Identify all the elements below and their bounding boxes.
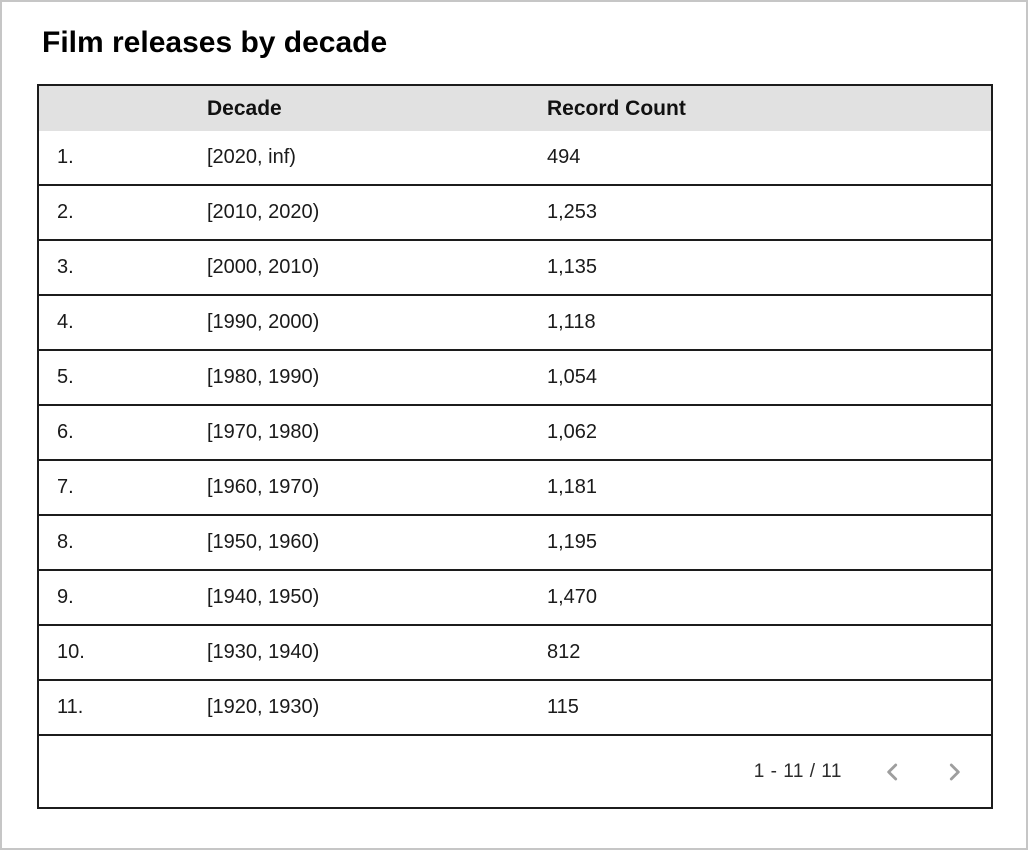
decade-cell: [1930, 1940) xyxy=(207,641,320,663)
row-index: 9. xyxy=(57,586,74,608)
pagination-range: 1 - 11 / 11 xyxy=(753,760,842,782)
next-page-button[interactable] xyxy=(940,758,968,786)
count-cell: 1,195 xyxy=(547,531,598,553)
count-cell: 1,135 xyxy=(547,256,598,278)
table-row: 5. [1980, 1990) 1,054 xyxy=(39,351,991,406)
row-index: 10. xyxy=(57,641,85,663)
chart-title: Film releases by decade xyxy=(42,26,388,59)
count-cell: 1,054 xyxy=(547,366,598,388)
count-cell: 812 xyxy=(547,641,581,663)
column-header-decade[interactable]: Decade xyxy=(207,96,282,120)
decade-cell: [1980, 1990) xyxy=(207,366,320,388)
table-row: 7. [1960, 1970) 1,181 xyxy=(39,461,991,516)
chevron-left-icon xyxy=(880,759,906,785)
count-cell: 1,253 xyxy=(547,201,598,223)
table-header-row: Decade Record Count xyxy=(39,86,991,131)
row-index: 7. xyxy=(57,476,74,498)
count-cell: 115 xyxy=(547,696,579,718)
data-table: Decade Record Count 1. [2020, inf) 494 2… xyxy=(37,84,993,809)
count-cell: 1,062 xyxy=(547,421,598,443)
row-index: 2. xyxy=(57,201,74,223)
row-index: 5. xyxy=(57,366,74,388)
table-row: 1. [2020, inf) 494 xyxy=(39,131,991,186)
table-row: 2. [2010, 2020) 1,253 xyxy=(39,186,991,241)
decade-cell: [2010, 2020) xyxy=(207,201,320,223)
table-row: 10. [1930, 1940) 812 xyxy=(39,626,991,681)
row-index: 11. xyxy=(57,696,84,718)
row-index: 4. xyxy=(57,311,74,333)
table-row: 9. [1940, 1950) 1,470 xyxy=(39,571,991,626)
decade-cell: [1920, 1930) xyxy=(207,696,320,718)
count-cell: 494 xyxy=(547,146,581,168)
decade-cell: [2000, 2010) xyxy=(207,256,320,278)
count-cell: 1,181 xyxy=(547,476,598,498)
decade-cell: [1940, 1950) xyxy=(207,586,320,608)
table-row: 4. [1990, 2000) 1,118 xyxy=(39,296,991,351)
count-cell: 1,470 xyxy=(547,586,598,608)
decade-cell: [1950, 1960) xyxy=(207,531,320,553)
row-index: 3. xyxy=(57,256,74,278)
decade-cell: [2020, inf) xyxy=(207,146,296,168)
table-row: 11. [1920, 1930) 115 xyxy=(39,681,991,736)
chevron-right-icon xyxy=(941,759,967,785)
row-index: 6. xyxy=(57,421,74,443)
pagination-bar: 1 - 11 / 11 xyxy=(39,736,991,807)
decade-cell: [1970, 1980) xyxy=(207,421,320,443)
prev-page-button[interactable] xyxy=(879,758,907,786)
table-row: 6. [1970, 1980) 1,062 xyxy=(39,406,991,461)
decade-cell: [1960, 1970) xyxy=(207,476,320,498)
decade-cell: [1990, 2000) xyxy=(207,311,320,333)
count-cell: 1,118 xyxy=(547,311,596,333)
table-row: 8. [1950, 1960) 1,195 xyxy=(39,516,991,571)
row-index: 8. xyxy=(57,531,74,553)
column-header-count[interactable]: Record Count xyxy=(547,96,686,120)
row-index: 1. xyxy=(57,146,74,168)
table-row: 3. [2000, 2010) 1,135 xyxy=(39,241,991,296)
